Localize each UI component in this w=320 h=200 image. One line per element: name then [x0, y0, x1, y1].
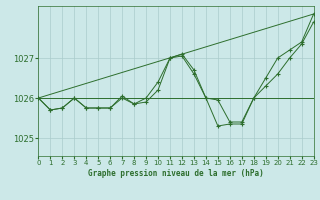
X-axis label: Graphe pression niveau de la mer (hPa): Graphe pression niveau de la mer (hPa) [88, 169, 264, 178]
